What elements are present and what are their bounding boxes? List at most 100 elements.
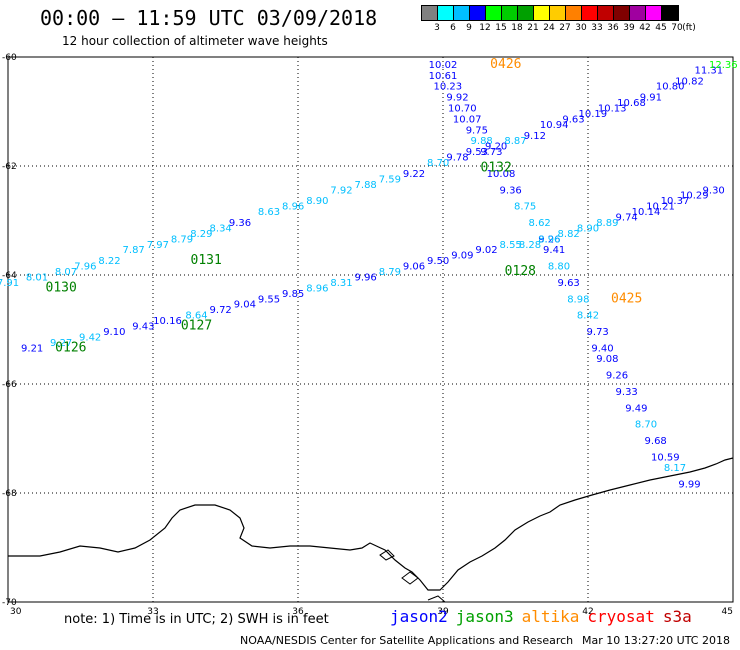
- colorbar-label: 15: [495, 23, 507, 33]
- pass-id-label: 0128: [505, 264, 536, 279]
- colorbar-label: 6: [450, 23, 456, 33]
- wave-height-value: 10.21: [646, 202, 675, 213]
- wave-height-value: 8.64: [185, 311, 207, 322]
- colorbar-swatch: [486, 6, 502, 20]
- colorbar-swatch: [534, 6, 550, 20]
- colorbar-label: 36: [607, 23, 619, 33]
- wave-height-value: 8.90: [306, 196, 328, 207]
- wave-height-value: 8.42: [577, 311, 599, 322]
- altimeter-tracks: 10.0210.6110.239.9210.7010.079.759.889.7…: [0, 60, 738, 491]
- wave-height-value: 9.22: [403, 169, 425, 180]
- map-gridlines: [8, 57, 733, 602]
- pass-id-label: 0130: [46, 280, 77, 295]
- colorbar-swatch: [598, 6, 614, 20]
- wave-height-value: 8.80: [548, 262, 570, 273]
- legend-satellite-altika: altika: [521, 607, 580, 626]
- wave-height-value: 8.82: [558, 229, 580, 240]
- wave-height-value: 9.50: [427, 256, 449, 267]
- wave-height-value: 9.72: [210, 305, 232, 316]
- wave-height-value: 10.23: [434, 82, 463, 93]
- colorbar-swatch: [614, 6, 630, 20]
- wave-height-value: 9.63: [558, 278, 580, 289]
- wave-height-value: 8.70: [427, 158, 449, 169]
- wave-height-value: 8.22: [98, 256, 120, 267]
- wave-height-value: 9.49: [625, 403, 647, 414]
- wave-height-value: 8.70: [635, 420, 657, 431]
- colorbar-swatch: [630, 6, 646, 20]
- wave-height-value: 9.04: [234, 300, 256, 311]
- colorbar-swatch: [662, 6, 678, 20]
- wave-height-value: 12.36: [709, 60, 738, 71]
- legend-satellite-s3a: s3a: [662, 607, 692, 626]
- wave-height-value: 7.87: [123, 245, 145, 256]
- wave-height-value: 10.08: [487, 169, 516, 180]
- wave-height-value: 9.55: [258, 294, 280, 305]
- wave-height-value: 10.82: [675, 76, 704, 87]
- colorbar-label: (ft): [682, 23, 696, 33]
- map-subtitle: 12 hour collection of altimeter wave hei…: [62, 34, 328, 48]
- longitude-tick-label: 33: [147, 607, 158, 617]
- colorbar-label: 21: [527, 23, 539, 33]
- credit-line: NOAA/NESDIS Center for Satellite Applica…: [240, 634, 574, 647]
- wave-height-value: 9.36: [500, 185, 522, 196]
- wave-height-value: 9.30: [703, 185, 725, 196]
- wave-height-value: 7.97: [147, 240, 169, 251]
- legend-satellite-jason2: jason2: [390, 607, 448, 626]
- wave-height-value: 9.73: [587, 327, 609, 338]
- wave-height-value: 9.21: [21, 343, 43, 354]
- wave-height-value: 10.68: [617, 98, 646, 109]
- wave-height-value: 9.06: [403, 262, 425, 273]
- wave-height-value: 8.29: [190, 229, 212, 240]
- wave-height-value: 8.98: [567, 294, 589, 305]
- wave-height-value: 7.88: [355, 180, 377, 191]
- colorbar-cells: [421, 5, 679, 21]
- wave-height-value: 10.37: [661, 196, 690, 207]
- axis-tick-labels: 30 33 36 39 42 45 -60 -62 -64 -66 -68 -70: [2, 53, 733, 617]
- wave-height-value: 9.42: [79, 332, 101, 343]
- pass-id-label: 0126: [55, 340, 86, 355]
- wave-height-value: 9.27: [50, 338, 72, 349]
- longitude-tick-label: 42: [582, 607, 593, 617]
- wave-height-value: 11.31: [695, 65, 724, 76]
- wave-height-value: 10.59: [651, 452, 680, 463]
- wave-height-value: 9.75: [466, 125, 488, 136]
- wave-height-value: 10.80: [656, 82, 685, 93]
- colorbar-label: 39: [623, 23, 635, 33]
- wave-height-value: 8.96: [282, 202, 304, 213]
- coastline-islet: [379, 549, 446, 603]
- colorbar-swatch: [470, 6, 486, 20]
- wave-height-value: 8.63: [258, 207, 280, 218]
- colorbar-label: 18: [511, 23, 523, 33]
- wave-height-value: 10.13: [598, 104, 627, 115]
- colorbar-swatch: [502, 6, 518, 20]
- wave-height-value: 9.68: [645, 436, 667, 447]
- wave-height-value: 10.14: [632, 207, 661, 218]
- wave-height-value: 9.74: [616, 213, 638, 224]
- wave-height-value: 10.29: [680, 191, 709, 202]
- colorbar-label: 12: [479, 23, 491, 33]
- wave-height-value: 9.85: [282, 289, 304, 300]
- wave-height-value: 9.40: [591, 343, 613, 354]
- latitude-tick-label: -64: [2, 271, 17, 281]
- wave-height-value: 9.26: [606, 371, 628, 382]
- legend-satellite-jason3: jason3: [455, 607, 514, 626]
- wave-height-value: 9.26: [538, 234, 560, 245]
- latitude-tick-label: -66: [2, 380, 17, 390]
- pass-id-label: 0425: [611, 291, 642, 306]
- colorbar-label: 27: [559, 23, 571, 33]
- pass-id-label: 0127: [181, 319, 212, 334]
- wave-height-value: 8.62: [529, 218, 551, 229]
- wave-height-value: 9.88: [471, 136, 493, 147]
- colorbar-swatch: [438, 6, 454, 20]
- colorbar-labels: 3 6 9 12 15 18 21 24 27 30 33 36 39 42 45 70 (ft): [421, 21, 696, 35]
- wave-height-value: 10.19: [579, 109, 608, 120]
- wave-height-value: 8.17: [664, 463, 686, 474]
- wave-height-value: 10.16: [153, 316, 182, 327]
- wave-height-value: 9.02: [475, 245, 497, 256]
- wave-height-value: 9.91: [640, 93, 662, 104]
- wave-height-value: 8.75: [514, 202, 536, 213]
- wave-height-value: 9.20: [485, 142, 507, 153]
- colorbar-label: 24: [543, 23, 555, 33]
- latitude-tick-label: -60: [2, 53, 17, 63]
- wave-height-value: 9.09: [451, 251, 473, 262]
